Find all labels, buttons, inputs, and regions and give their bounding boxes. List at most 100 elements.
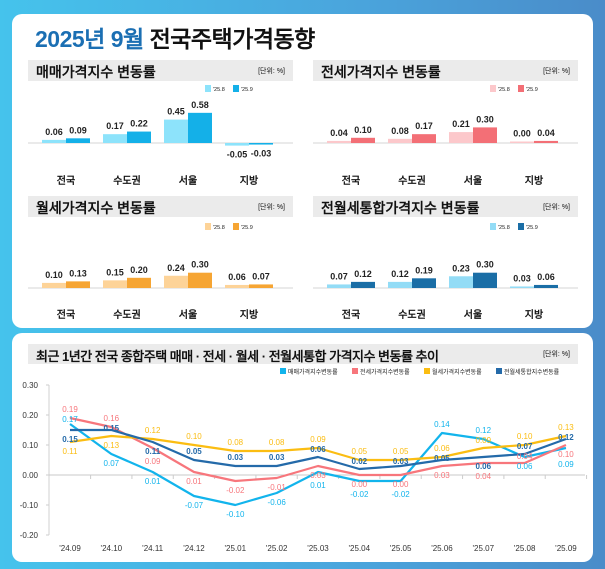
data-label: -0.10 bbox=[226, 510, 245, 519]
data-label: 0.03 bbox=[434, 471, 450, 480]
bar bbox=[103, 134, 127, 143]
data-label: 0.19 bbox=[62, 405, 78, 414]
data-label: 0.12 bbox=[145, 426, 161, 435]
x-tick-label: '24.11 bbox=[142, 544, 164, 553]
data-label: 0.12 bbox=[476, 426, 492, 435]
category-label: 전국 bbox=[342, 174, 360, 187]
bar bbox=[473, 272, 497, 288]
bar bbox=[412, 134, 436, 143]
bar bbox=[534, 140, 558, 143]
y-tick-label: 0.00 bbox=[22, 471, 38, 480]
bar bbox=[351, 137, 375, 143]
data-label: 0.11 bbox=[145, 447, 161, 456]
data-label: -0.02 bbox=[226, 486, 245, 495]
data-label: 0.30 bbox=[476, 114, 494, 124]
data-label: 0.07 bbox=[330, 271, 348, 281]
legend-label: '25.9 bbox=[241, 87, 253, 93]
data-label: 0.07 bbox=[517, 442, 533, 451]
series-line bbox=[69, 423, 567, 507]
series-line bbox=[69, 434, 567, 462]
data-label: 0.10 bbox=[354, 125, 372, 135]
panel-header: 월세가격지수 변동률 [단위: %] bbox=[28, 196, 293, 217]
data-label: 0.06 bbox=[310, 445, 326, 454]
bar bbox=[127, 131, 151, 143]
data-label: 0.13 bbox=[104, 441, 120, 450]
bar bbox=[164, 119, 188, 143]
data-label: 0.04 bbox=[330, 128, 348, 138]
legend-label: '25.9 bbox=[526, 225, 538, 231]
data-label: 0.06 bbox=[434, 444, 450, 453]
category-label: 전국 bbox=[57, 308, 75, 321]
legend-swatch bbox=[233, 223, 239, 230]
data-label: 0.03 bbox=[310, 471, 326, 480]
data-label: 0.10 bbox=[186, 432, 202, 441]
legend-label: '25.8 bbox=[213, 87, 225, 93]
bar bbox=[351, 281, 375, 288]
panel-header: 전세가격지수 변동률 [단위: %] bbox=[313, 60, 578, 81]
bar bbox=[327, 284, 351, 288]
category-label: 서울 bbox=[464, 308, 482, 321]
bar-chart: '25.8 '25.9 0.04 0.10 전국 0.08 0.17 수도권 0.21 0.30 서… bbox=[313, 85, 578, 187]
data-label: 0.11 bbox=[63, 447, 79, 456]
trend-header: 최근 1년간 전국 종합주택 매매 · 전세 · 월세 · 전월세통합 가격지수… bbox=[28, 344, 578, 364]
legend-label: '25.9 bbox=[241, 225, 253, 231]
legend-label: '25.9 bbox=[526, 87, 538, 93]
x-tick-label: '25.05 bbox=[390, 544, 412, 553]
y-tick-label: 0.30 bbox=[22, 381, 38, 390]
bar bbox=[510, 141, 534, 143]
data-label: 0.17 bbox=[106, 121, 124, 131]
legend-swatch bbox=[233, 85, 239, 92]
bar bbox=[249, 284, 273, 288]
bar bbox=[103, 280, 127, 288]
data-label: -0.01 bbox=[268, 483, 287, 492]
title-main: 전국주택가격동향 bbox=[149, 26, 316, 52]
data-label: 0.24 bbox=[167, 263, 185, 273]
y-tick-label: -0.20 bbox=[20, 531, 39, 540]
bar bbox=[327, 140, 351, 143]
series-line bbox=[69, 416, 567, 483]
sale-price-panel: 매매가격지수 변동률 [단위: %] '25.8 '25.9 0.06 0.09 전국 0.… bbox=[28, 60, 293, 192]
data-label: -0.03 bbox=[251, 149, 272, 159]
x-tick-label: '25.08 bbox=[514, 544, 536, 553]
data-label: 0.19 bbox=[415, 265, 433, 275]
x-tick-label: '24.12 bbox=[183, 544, 205, 553]
bar bbox=[449, 276, 473, 288]
bar-chart: '25.8 '25.9 0.10 0.13 전국 0.15 0.20 수도권 0.24 0.30 서… bbox=[28, 223, 293, 321]
category-label: 서울 bbox=[179, 308, 197, 321]
data-label: 0.06 bbox=[45, 127, 63, 137]
data-label: 0.05 bbox=[352, 447, 368, 456]
panel-header: 전월세통합가격지수 변동률 [단위: %] bbox=[313, 196, 578, 217]
bar bbox=[473, 127, 497, 143]
data-label: 0.15 bbox=[106, 267, 124, 277]
combined-rent-panel: 전월세통합가격지수 변동률 [단위: %] '25.8 '25.9 0.07 0.12 전… bbox=[313, 196, 578, 328]
bar bbox=[449, 132, 473, 143]
legend-label: 전월세통합지수변동률 bbox=[504, 368, 560, 376]
data-label: 0.08 bbox=[391, 126, 409, 136]
bar bbox=[188, 272, 212, 288]
unit-label: [단위: %] bbox=[258, 204, 285, 211]
data-label: 0.16 bbox=[104, 414, 120, 423]
bar bbox=[66, 138, 90, 143]
data-label: 0.05 bbox=[393, 447, 409, 456]
data-label: 0.13 bbox=[558, 423, 574, 432]
data-label: 0.06 bbox=[517, 462, 533, 471]
category-label: 서울 bbox=[464, 174, 482, 187]
data-label: 0.01 bbox=[145, 477, 161, 486]
data-label: 0.15 bbox=[62, 435, 78, 444]
data-label: 0.01 bbox=[186, 477, 202, 486]
x-tick-label: '25.04 bbox=[349, 544, 371, 553]
legend-swatch bbox=[490, 223, 496, 230]
bar bbox=[388, 138, 412, 143]
trend-title: 최근 1년간 전국 종합주택 매매 · 전세 · 월세 · 전월세통합 가격지수… bbox=[36, 349, 439, 364]
y-tick-label: 0.10 bbox=[22, 441, 38, 450]
data-label: 0.00 bbox=[513, 129, 531, 139]
data-label: 0.30 bbox=[191, 260, 209, 270]
data-label: 0.12 bbox=[354, 269, 372, 279]
data-label: -0.02 bbox=[350, 490, 369, 499]
data-label: 0.05 bbox=[434, 454, 450, 463]
data-label: 0.09 bbox=[145, 457, 161, 466]
category-label: 수도권 bbox=[113, 309, 141, 321]
legend-label: '25.8 bbox=[498, 87, 510, 93]
data-label: 0.14 bbox=[434, 420, 450, 429]
data-label: -0.07 bbox=[185, 501, 204, 510]
